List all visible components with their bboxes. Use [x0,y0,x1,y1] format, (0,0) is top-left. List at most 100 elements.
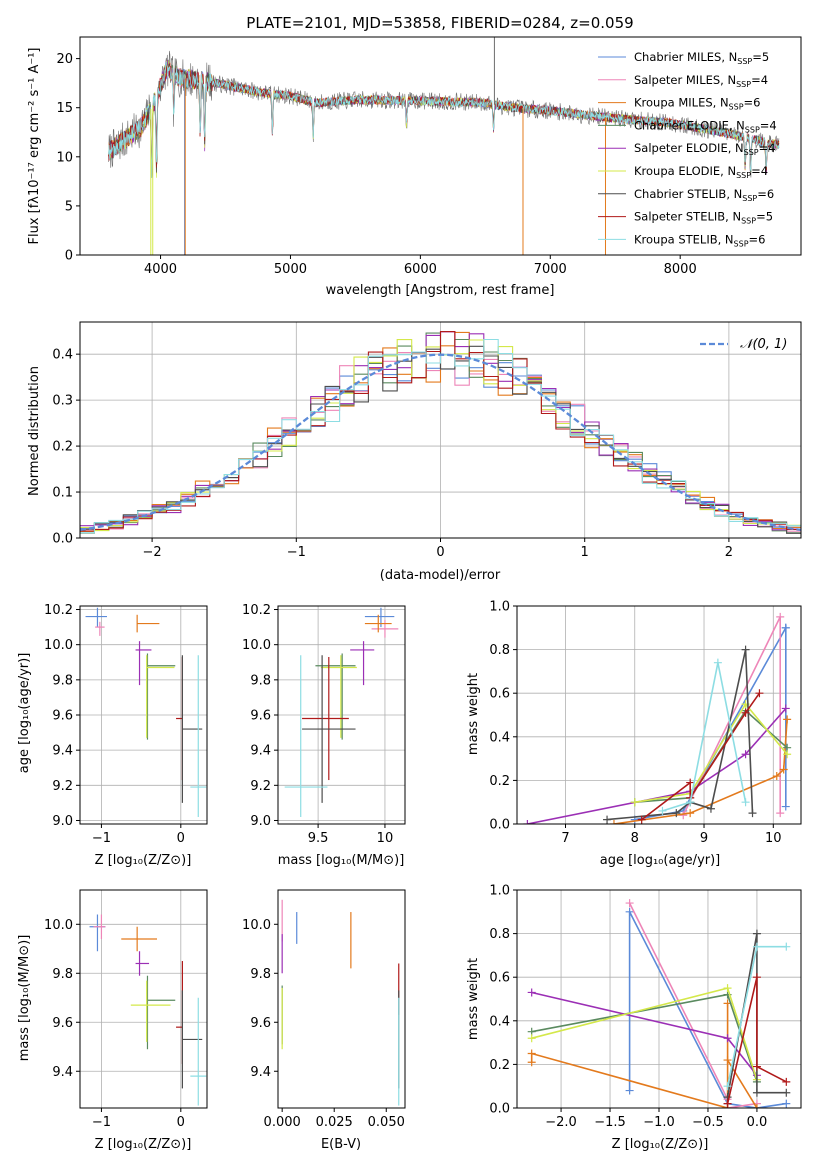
y-tick-label: 0.8 [489,643,510,658]
residual-histogram-ss [80,331,801,532]
weight-marker-sm [625,899,634,908]
weight-marker-km [527,1058,536,1067]
x-tick-label: −1 [92,1115,111,1130]
mass-vs-EBV-panel: 0.000 0.025 0.050 9.4 9.6 9.8 10.0 [242,889,406,1130]
mass-EBV-xlabel: E(B-V) [321,1137,361,1152]
y-tick-label: 10 [56,150,73,165]
x-tick-label: 8000 [664,262,697,277]
y-tick-label: 0.0 [489,1102,510,1117]
x-tick-label: 0 [177,831,185,846]
y-tick-label: 0.0 [52,532,73,547]
weight-marker-km [527,1049,536,1058]
y-tick-label: 9.4 [250,744,271,759]
x-tick-label: −2.0 [545,1115,577,1130]
residual-histograms [80,331,801,534]
legend-label-cs: Chabrier STELIB, NSSP=6 [634,187,774,203]
weight-marker-km [752,1104,761,1108]
weight-vs-Z-panel: −2.0 −1.5 −1.0 −0.5 0.0 0.0 0.2 0.4 0.6 0.8 1.0 [489,884,802,1130]
weight-Z-ylabel: mass weight [466,958,481,1040]
x-tick-label: 0 [436,545,444,560]
weight-line-ss [726,977,787,1104]
weight-marker-se [781,704,790,713]
x-tick-label: 0.000 [264,1115,301,1130]
weight-marker-ss [752,1062,761,1071]
panel-marks [85,607,207,817]
panel-frame [277,889,406,1109]
weight-line-ce [531,993,758,1083]
y-tick-label: 9.4 [52,744,73,759]
legend-label-ce: Chabrier ELODIE, NSSP=4 [634,118,777,134]
weight-marker-cs [752,929,761,938]
panel-frame [79,889,208,1109]
y-tick-label: 0.3 [52,394,73,409]
spectrum-legend: Chabrier MILES, NSSP=5 Salpeter MILES, NS… [598,50,777,248]
weight-marker-cm [781,802,790,811]
residual-histogram-ks [80,338,801,534]
residuals-ylabel: Normed distribution [27,366,42,496]
weight-marker-ss [741,708,750,717]
panel-marks [89,914,207,1106]
y-tick-label: 0.6 [489,971,510,986]
weight-marker-km [723,1056,732,1065]
x-tick-label: 10 [377,831,394,846]
y-tick-label: 9.8 [250,967,271,982]
y-tick-label: 10.2 [242,603,271,618]
weight-marker-ss [752,973,761,982]
weight-line-ke [531,987,758,1080]
age-mass-xlabel: mass [log₁₀(M/M⊙)] [278,853,405,868]
mass-vs-Z-panel: −1 0 9.4 9.6 9.8 10.0 [44,889,208,1130]
weight-marker-ss [723,1099,732,1108]
weight-vs-age-panel: 7 8 9 10 0.0 0.2 0.4 0.6 0.8 1.0 [489,600,802,846]
x-tick-label: 1 [581,545,589,560]
weight-marker-km [783,715,792,724]
panel-marks [284,607,399,817]
weight-marker-se [741,750,750,759]
weight-marker-cm [782,1099,791,1108]
weight-marker-ke [783,750,792,759]
weight-marker-km [772,772,781,781]
y-tick-label: 0.1 [52,486,73,501]
weight-marker-cs [741,645,750,654]
y-tick-label: 9.4 [52,1065,73,1080]
y-tick-label: 1.0 [489,884,510,899]
legend-label-km: Kroupa MILES, NSSP=6 [634,96,760,112]
y-tick-label: 0.4 [52,348,73,363]
weight-marker-ss [637,815,646,824]
mass-Z-xlabel: Z [log₁₀(Z/Z⊙)] [95,1137,192,1152]
weight-marker-sm [776,809,785,818]
spectrum-ylabel: Flux [fλ10⁻¹⁷ erg cm⁻² s⁻¹ A⁻¹] [27,48,42,245]
weight-marker-km [779,765,788,774]
y-tick-label: 0.2 [52,440,73,455]
normal-curve [80,353,801,532]
weight-line-se [527,707,787,824]
weight-marker-ks [723,1082,732,1091]
x-tick-label: 4000 [144,262,177,277]
x-tick-label: 5000 [274,262,307,277]
panel-marks [523,612,792,824]
weight-marker-cs [752,1088,761,1097]
weight-marker-se [527,988,536,997]
panel-frame [516,605,802,825]
y-tick-label: 9.6 [250,709,271,724]
y-tick-label: 9.2 [52,779,73,794]
y-tick-label: 9.0 [52,814,73,829]
y-tick-label: 0.4 [489,730,510,745]
weight-marker-cs [603,815,612,824]
weight-line-ce [634,709,788,803]
x-tick-label: 0.0 [747,1115,768,1130]
parameter-panels: −1 0 9.0 9.2 9.4 9.6 9.8 10.0 10.2 9.5 10 9.0 9.2 9.4… [44,600,802,1130]
x-tick-label: 2 [725,545,733,560]
weight-line-km [613,719,788,824]
weight-Z-xlabel: Z [log₁₀(Z/Z⊙)] [612,1137,709,1152]
residuals-panel: −2 −1 0 1 2 0.0 0.1 0.2 0.3 0.4 (data-model)/erro… [27,321,802,583]
y-tick-label: 9.6 [250,1016,271,1031]
weight-marker-cm [625,1086,634,1095]
x-tick-label: 0.025 [316,1115,353,1130]
y-tick-label: 0.4 [489,1014,510,1029]
weight-marker-km [609,820,618,824]
weight-marker-se [723,1034,732,1043]
legend-label-se: Salpeter ELODIE, NSSP=4 [634,141,776,157]
y-tick-label: 10.0 [44,638,73,653]
weight-marker-ss [686,778,695,787]
